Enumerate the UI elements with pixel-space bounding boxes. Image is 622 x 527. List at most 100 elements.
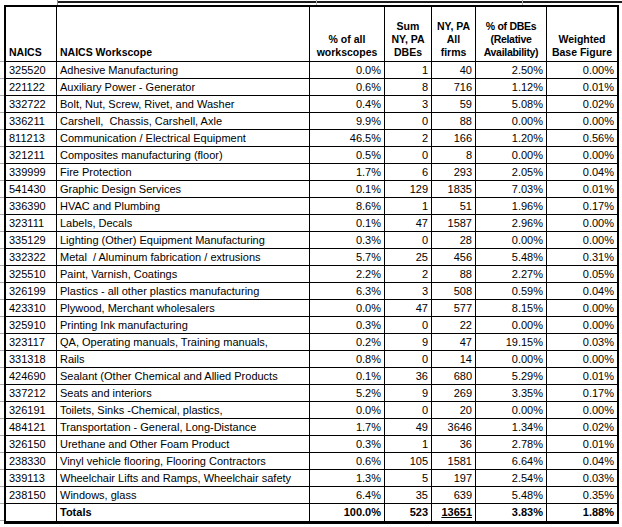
- sum-dbes-cell[interactable]: 0: [385, 402, 432, 418]
- sum-dbes-cell[interactable]: 2: [385, 130, 432, 146]
- workscope-cell[interactable]: Paint, Varnish, Coatings: [57, 266, 310, 282]
- pct-workscopes-cell[interactable]: 1.7%: [310, 164, 385, 180]
- naics-cell[interactable]: 339999: [6, 164, 57, 180]
- naics-cell[interactable]: 484121: [6, 419, 57, 435]
- sum-dbes-cell[interactable]: 47: [385, 215, 432, 231]
- all-firms-cell[interactable]: 22: [432, 317, 476, 333]
- weighted-cell[interactable]: 0.04%: [547, 283, 617, 299]
- workscope-cell[interactable]: Labels, Decals: [57, 215, 310, 231]
- naics-cell[interactable]: 326199: [6, 283, 57, 299]
- sum-dbes-cell[interactable]: 6: [385, 164, 432, 180]
- header-workscope[interactable]: NAICS Workscope: [57, 7, 310, 61]
- weighted-cell[interactable]: 0.02%: [547, 419, 617, 435]
- naics-cell[interactable]: 332322: [6, 249, 57, 265]
- naics-cell[interactable]: 423310: [6, 300, 57, 316]
- naics-cell[interactable]: 326150: [6, 436, 57, 452]
- weighted-cell[interactable]: 0.04%: [547, 453, 617, 469]
- totals-pct-dbes-cell[interactable]: 3.83%: [476, 504, 547, 521]
- pct-dbes-cell[interactable]: 2.27%: [476, 266, 547, 282]
- pct-dbes-cell[interactable]: 0.00%: [476, 232, 547, 248]
- all-firms-cell[interactable]: 8: [432, 147, 476, 163]
- weighted-cell[interactable]: 0.00%: [547, 232, 617, 248]
- all-firms-cell[interactable]: 639: [432, 487, 476, 503]
- pct-workscopes-cell[interactable]: 0.5%: [310, 147, 385, 163]
- weighted-cell[interactable]: 0.00%: [547, 300, 617, 316]
- workscope-cell[interactable]: Plywood, Merchant wholesalers: [57, 300, 310, 316]
- pct-workscopes-cell[interactable]: 6.4%: [310, 487, 385, 503]
- all-firms-cell[interactable]: 59: [432, 96, 476, 112]
- all-firms-cell[interactable]: 47: [432, 334, 476, 350]
- pct-dbes-cell[interactable]: 1.12%: [476, 79, 547, 95]
- workscope-cell[interactable]: Seats and interiors: [57, 385, 310, 401]
- pct-dbes-cell[interactable]: 2.78%: [476, 436, 547, 452]
- weighted-cell[interactable]: 0.17%: [547, 198, 617, 214]
- sum-dbes-cell[interactable]: 0: [385, 147, 432, 163]
- pct-workscopes-cell[interactable]: 1.3%: [310, 470, 385, 486]
- sum-dbes-cell[interactable]: 47: [385, 300, 432, 316]
- sum-dbes-cell[interactable]: 25: [385, 249, 432, 265]
- sum-dbes-cell[interactable]: 49: [385, 419, 432, 435]
- naics-cell[interactable]: 326191: [6, 402, 57, 418]
- header-naics[interactable]: NAICS: [6, 7, 57, 61]
- sum-dbes-cell[interactable]: 0: [385, 232, 432, 248]
- all-firms-cell[interactable]: 88: [432, 113, 476, 129]
- workscope-cell[interactable]: Auxiliary Power - Generator: [57, 79, 310, 95]
- workscope-cell[interactable]: HVAC and Plumbing: [57, 198, 310, 214]
- weighted-cell[interactable]: 0.00%: [547, 62, 617, 78]
- weighted-cell[interactable]: 0.00%: [547, 113, 617, 129]
- naics-cell[interactable]: 337212: [6, 385, 57, 401]
- pct-dbes-cell[interactable]: 5.48%: [476, 249, 547, 265]
- pct-workscopes-cell[interactable]: 0.8%: [310, 351, 385, 367]
- pct-dbes-cell[interactable]: 8.15%: [476, 300, 547, 316]
- header-weighted-base[interactable]: Weighted Base Figure: [547, 7, 617, 61]
- naics-cell[interactable]: 238150: [6, 487, 57, 503]
- pct-workscopes-cell[interactable]: 5.7%: [310, 249, 385, 265]
- all-firms-cell[interactable]: 456: [432, 249, 476, 265]
- workscope-cell[interactable]: Lighting (Other) Equipment Manufacturing: [57, 232, 310, 248]
- workscope-cell[interactable]: Plastics - all other plastics manufactur…: [57, 283, 310, 299]
- all-firms-cell[interactable]: 197: [432, 470, 476, 486]
- pct-dbes-cell[interactable]: 5.48%: [476, 487, 547, 503]
- naics-cell[interactable]: 323111: [6, 215, 57, 231]
- all-firms-cell[interactable]: 508: [432, 283, 476, 299]
- header-sum-dbes[interactable]: Sum NY, PA DBEs: [385, 7, 432, 61]
- pct-workscopes-cell[interactable]: 0.3%: [310, 232, 385, 248]
- naics-cell[interactable]: 325910: [6, 317, 57, 333]
- workscope-cell[interactable]: Vinyl vehicle flooring, Flooring Contrac…: [57, 453, 310, 469]
- naics-cell[interactable]: 221122: [6, 79, 57, 95]
- pct-dbes-cell[interactable]: 5.29%: [476, 368, 547, 384]
- naics-cell[interactable]: 325520: [6, 62, 57, 78]
- sum-dbes-cell[interactable]: 129: [385, 181, 432, 197]
- naics-cell[interactable]: 336211: [6, 113, 57, 129]
- sum-dbes-cell[interactable]: 1: [385, 436, 432, 452]
- sum-dbes-cell[interactable]: 2: [385, 266, 432, 282]
- naics-cell[interactable]: 321211: [6, 147, 57, 163]
- all-firms-cell[interactable]: 14: [432, 351, 476, 367]
- sum-dbes-cell[interactable]: 0: [385, 351, 432, 367]
- pct-dbes-cell[interactable]: 0.00%: [476, 113, 547, 129]
- pct-dbes-cell[interactable]: 0.00%: [476, 147, 547, 163]
- pct-workscopes-cell[interactable]: 0.0%: [310, 62, 385, 78]
- pct-workscopes-cell[interactable]: 0.6%: [310, 79, 385, 95]
- workscope-cell[interactable]: Composites manufacturing (floor): [57, 147, 310, 163]
- naics-cell[interactable]: 541430: [6, 181, 57, 197]
- pct-dbes-cell[interactable]: 1.96%: [476, 198, 547, 214]
- totals-pct-workscopes-cell[interactable]: 100.0%: [310, 504, 385, 521]
- all-firms-cell[interactable]: 680: [432, 368, 476, 384]
- totals-all-firms-cell[interactable]: 13651: [432, 504, 476, 521]
- workscope-cell[interactable]: Metal / Aluminum fabrication / extrusion…: [57, 249, 310, 265]
- all-firms-cell[interactable]: 1587: [432, 215, 476, 231]
- workscope-cell[interactable]: Sealant (Other Chemical and Allied Produ…: [57, 368, 310, 384]
- workscope-cell[interactable]: Wheelchair Lifts and Ramps, Wheelchair s…: [57, 470, 310, 486]
- naics-cell[interactable]: 335129: [6, 232, 57, 248]
- all-firms-cell[interactable]: 293: [432, 164, 476, 180]
- pct-workscopes-cell[interactable]: 1.7%: [310, 419, 385, 435]
- naics-cell[interactable]: 331318: [6, 351, 57, 367]
- all-firms-cell[interactable]: 51: [432, 198, 476, 214]
- naics-cell[interactable]: 332722: [6, 96, 57, 112]
- sum-dbes-cell[interactable]: 5: [385, 470, 432, 486]
- weighted-cell[interactable]: 0.01%: [547, 368, 617, 384]
- pct-dbes-cell[interactable]: 0.59%: [476, 283, 547, 299]
- header-pct-dbes[interactable]: % of DBEs (Relative Availability): [476, 7, 547, 61]
- totals-naics-cell[interactable]: [6, 504, 57, 521]
